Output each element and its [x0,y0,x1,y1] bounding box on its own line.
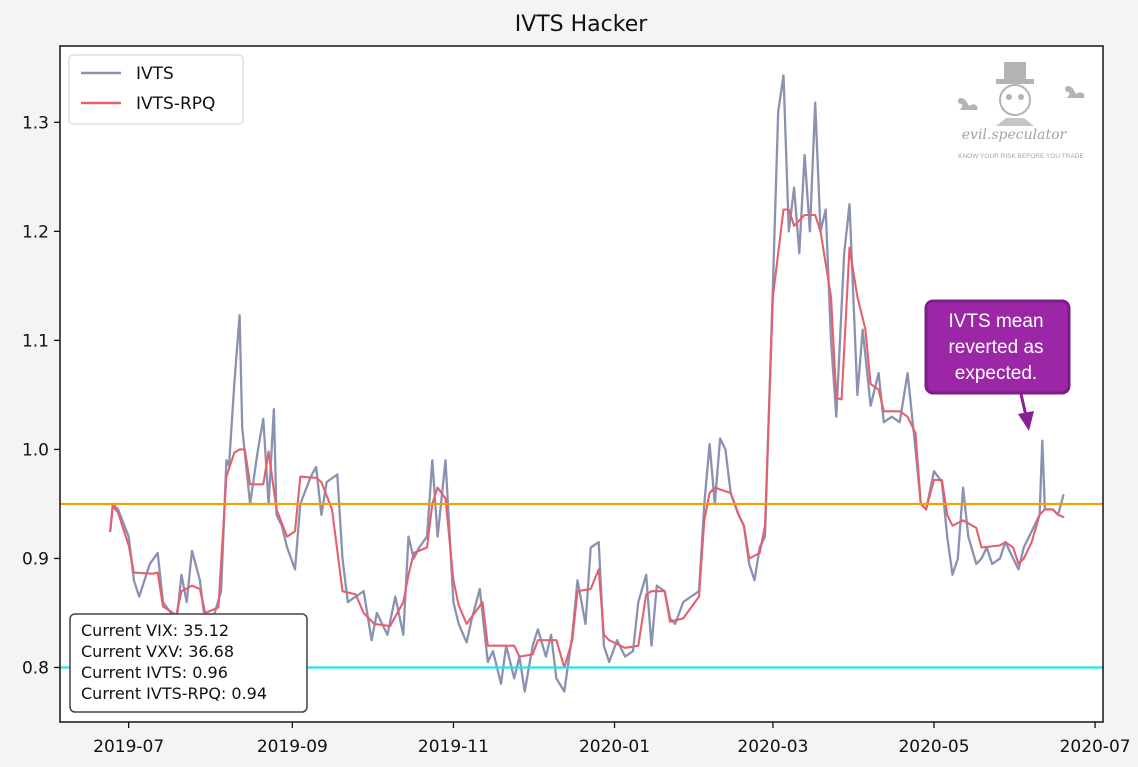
callout-arrow-shaft [1019,393,1028,417]
evil-speculator-logo: evil.speculator KNOW YOUR RISK BEFORE YO… [958,62,1085,160]
x-tick-label: 2020-01 [579,737,650,757]
stat-ivts: Current IVTS: 0.96 [81,663,228,682]
callout-line-1: IVTS mean [948,311,1043,332]
stat-ivts-rpq: Current IVTS-RPQ: 0.94 [81,684,267,703]
callout-box [924,299,1071,395]
y-tick-label: 0.8 [22,658,49,678]
chart-title: IVTS Hacker [515,12,649,37]
skull-top-hat-icon [996,62,1034,126]
x-tick-label: 2019-11 [418,737,489,757]
callout-line-3: expected. [955,363,1037,384]
legend-label-ivts-rpq: IVTS-RPQ [136,94,215,114]
stat-vix: Current VIX: 35.12 [81,621,229,640]
y-tick-label: 1.3 [22,113,49,133]
swan-right-icon [1065,86,1085,98]
stats-box [69,613,308,713]
plot-frame [59,45,1104,723]
legend: IVTS IVTS-RPQ [68,54,244,125]
current-values-box: Current VIX: 35.12 Current VXV: 36.68 Cu… [69,613,308,713]
legend-label-ivts: IVTS [136,64,174,84]
y-tick-label: 1.0 [22,440,49,460]
watermark-tagline: KNOW YOUR RISK BEFORE YOU TRADE [958,153,1084,160]
y-tick-label: 1.2 [22,222,49,242]
x-tick-label: 2020-05 [898,737,969,757]
stat-vxv: Current VXV: 36.68 [81,642,234,661]
y-axis: 0.8 0.9 1.0 1.1 1.2 1.3 [22,113,60,678]
x-axis: 2019-07 2019-09 2019-11 2020-01 2020-03 2020-… [93,722,1131,757]
x-tick-label: 2020-07 [1060,737,1131,757]
y-tick-label: 1.1 [22,331,49,351]
x-tick-label: 2019-09 [257,737,328,757]
x-tick-label: 2019-07 [93,737,164,757]
watermark-text: evil.speculator [962,127,1068,143]
annotation-callout: IVTS mean reverted as expected. [924,299,1071,431]
x-tick-label: 2020-03 [737,737,808,757]
swan-left-icon [958,98,978,110]
y-tick-label: 0.9 [22,549,49,569]
callout-arrow-head [1018,411,1034,431]
callout-line-2: reverted as [948,337,1043,358]
